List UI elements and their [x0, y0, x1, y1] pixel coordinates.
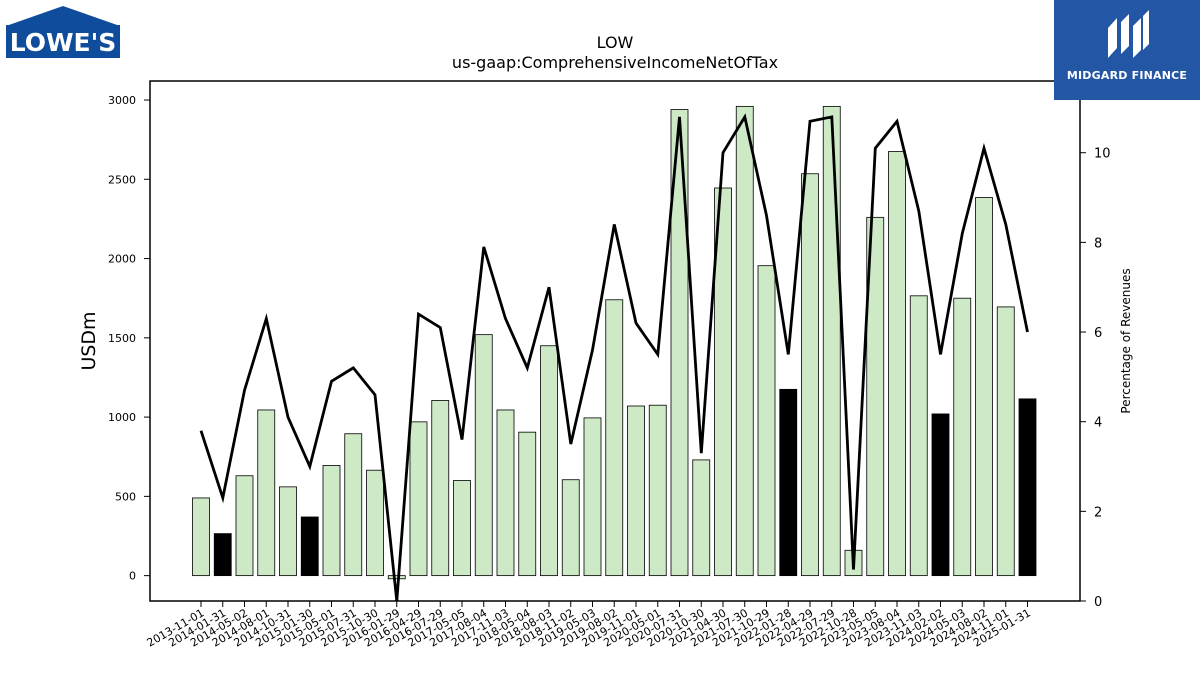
bar	[366, 469, 384, 577]
bar	[648, 404, 667, 577]
bar	[213, 533, 232, 577]
bar	[909, 295, 928, 577]
lowes-logo: LOWE'S	[6, 6, 120, 58]
bar	[474, 334, 493, 577]
x-axis: 2013-11-012014-01-312014-05-022014-08-01…	[145, 601, 1033, 650]
bar	[670, 109, 689, 577]
y-axis-label: USDm	[78, 311, 100, 370]
bar	[735, 105, 754, 577]
bar	[300, 516, 319, 577]
y2-tick-label: 2	[1094, 505, 1102, 520]
bar-series	[192, 105, 1037, 580]
y2-tick-label: 6	[1094, 326, 1102, 341]
lowes-logo-roof	[6, 6, 120, 26]
bar	[540, 345, 558, 577]
y-tick-label: 2000	[108, 253, 136, 266]
y2-tick-label: 4	[1094, 416, 1102, 431]
bar	[561, 479, 580, 577]
y-tick-label: 3000	[108, 94, 136, 107]
bar	[431, 400, 450, 577]
midgard-finance-logo: MIDGARD FINANCE	[1054, 0, 1200, 100]
bar	[801, 173, 819, 577]
lowes-logo-body	[6, 25, 120, 58]
bar	[996, 306, 1015, 577]
bar	[627, 405, 645, 577]
bar	[779, 388, 798, 577]
bar	[757, 265, 776, 577]
bar	[822, 105, 841, 577]
bar	[409, 421, 428, 577]
bar	[931, 413, 950, 577]
y2-tick-label: 10	[1094, 147, 1111, 162]
bar	[496, 409, 515, 577]
bar	[235, 475, 254, 577]
bar	[1018, 398, 1037, 577]
bar	[692, 459, 711, 577]
bar	[866, 216, 885, 577]
plot-frame	[149, 80, 1081, 602]
bar	[605, 299, 624, 577]
bar	[322, 465, 341, 577]
y-tick-label: 0	[129, 570, 136, 583]
bar	[387, 575, 406, 580]
bar	[279, 486, 297, 577]
bar	[453, 480, 471, 577]
chart-subtitle: us-gaap:ComprehensiveIncomeNetOfTax	[452, 53, 778, 72]
y2-tick-label: 8	[1094, 236, 1102, 251]
lowes-logo-text: LOWE'S	[10, 28, 117, 57]
bar	[583, 417, 602, 577]
bar	[257, 409, 276, 577]
percentage-line	[199, 113, 1029, 602]
y2-tick-label: 0	[1094, 595, 1102, 610]
chart-title: LOW	[597, 33, 634, 52]
bar	[888, 151, 906, 577]
bar	[518, 431, 537, 577]
midgard-logo-mark	[1108, 10, 1149, 58]
bar	[192, 497, 210, 577]
y-axis-right: 0 2 4 6 8 10	[1080, 147, 1111, 610]
y-tick-label: 1500	[108, 332, 136, 345]
y-tick-label: 500	[115, 490, 136, 503]
y-tick-label: 2500	[108, 173, 136, 186]
bar	[975, 197, 993, 577]
bar	[344, 433, 363, 577]
y2-axis-label: Percentage of Revenues	[1119, 268, 1133, 413]
percentage-line-series	[199, 113, 1029, 602]
bar	[714, 187, 732, 577]
y-axis-left: 0 500 1000 1500 2000 2500 3000	[108, 94, 150, 583]
bar	[953, 297, 972, 577]
y-tick-label: 1000	[108, 411, 136, 424]
midgard-logo-text: MIDGARD FINANCE	[1066, 69, 1188, 82]
